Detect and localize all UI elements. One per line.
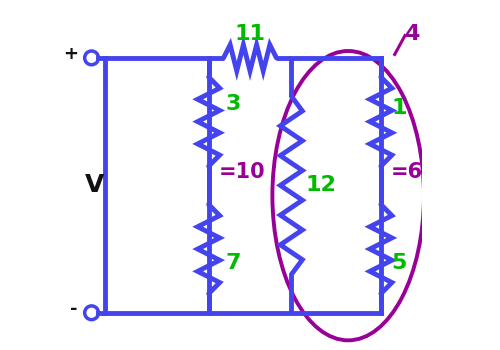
Text: 7: 7 (226, 253, 242, 273)
Text: 3: 3 (226, 94, 242, 114)
Text: 4: 4 (404, 24, 419, 44)
Text: =6: =6 (391, 162, 424, 182)
Text: +: + (63, 46, 78, 63)
Text: =10: =10 (219, 162, 266, 182)
Text: 12: 12 (305, 175, 336, 195)
Text: 1: 1 (391, 98, 406, 118)
Text: V: V (86, 173, 104, 197)
Text: -: - (70, 300, 78, 318)
Text: 11: 11 (234, 24, 266, 44)
Text: 5: 5 (391, 253, 406, 273)
